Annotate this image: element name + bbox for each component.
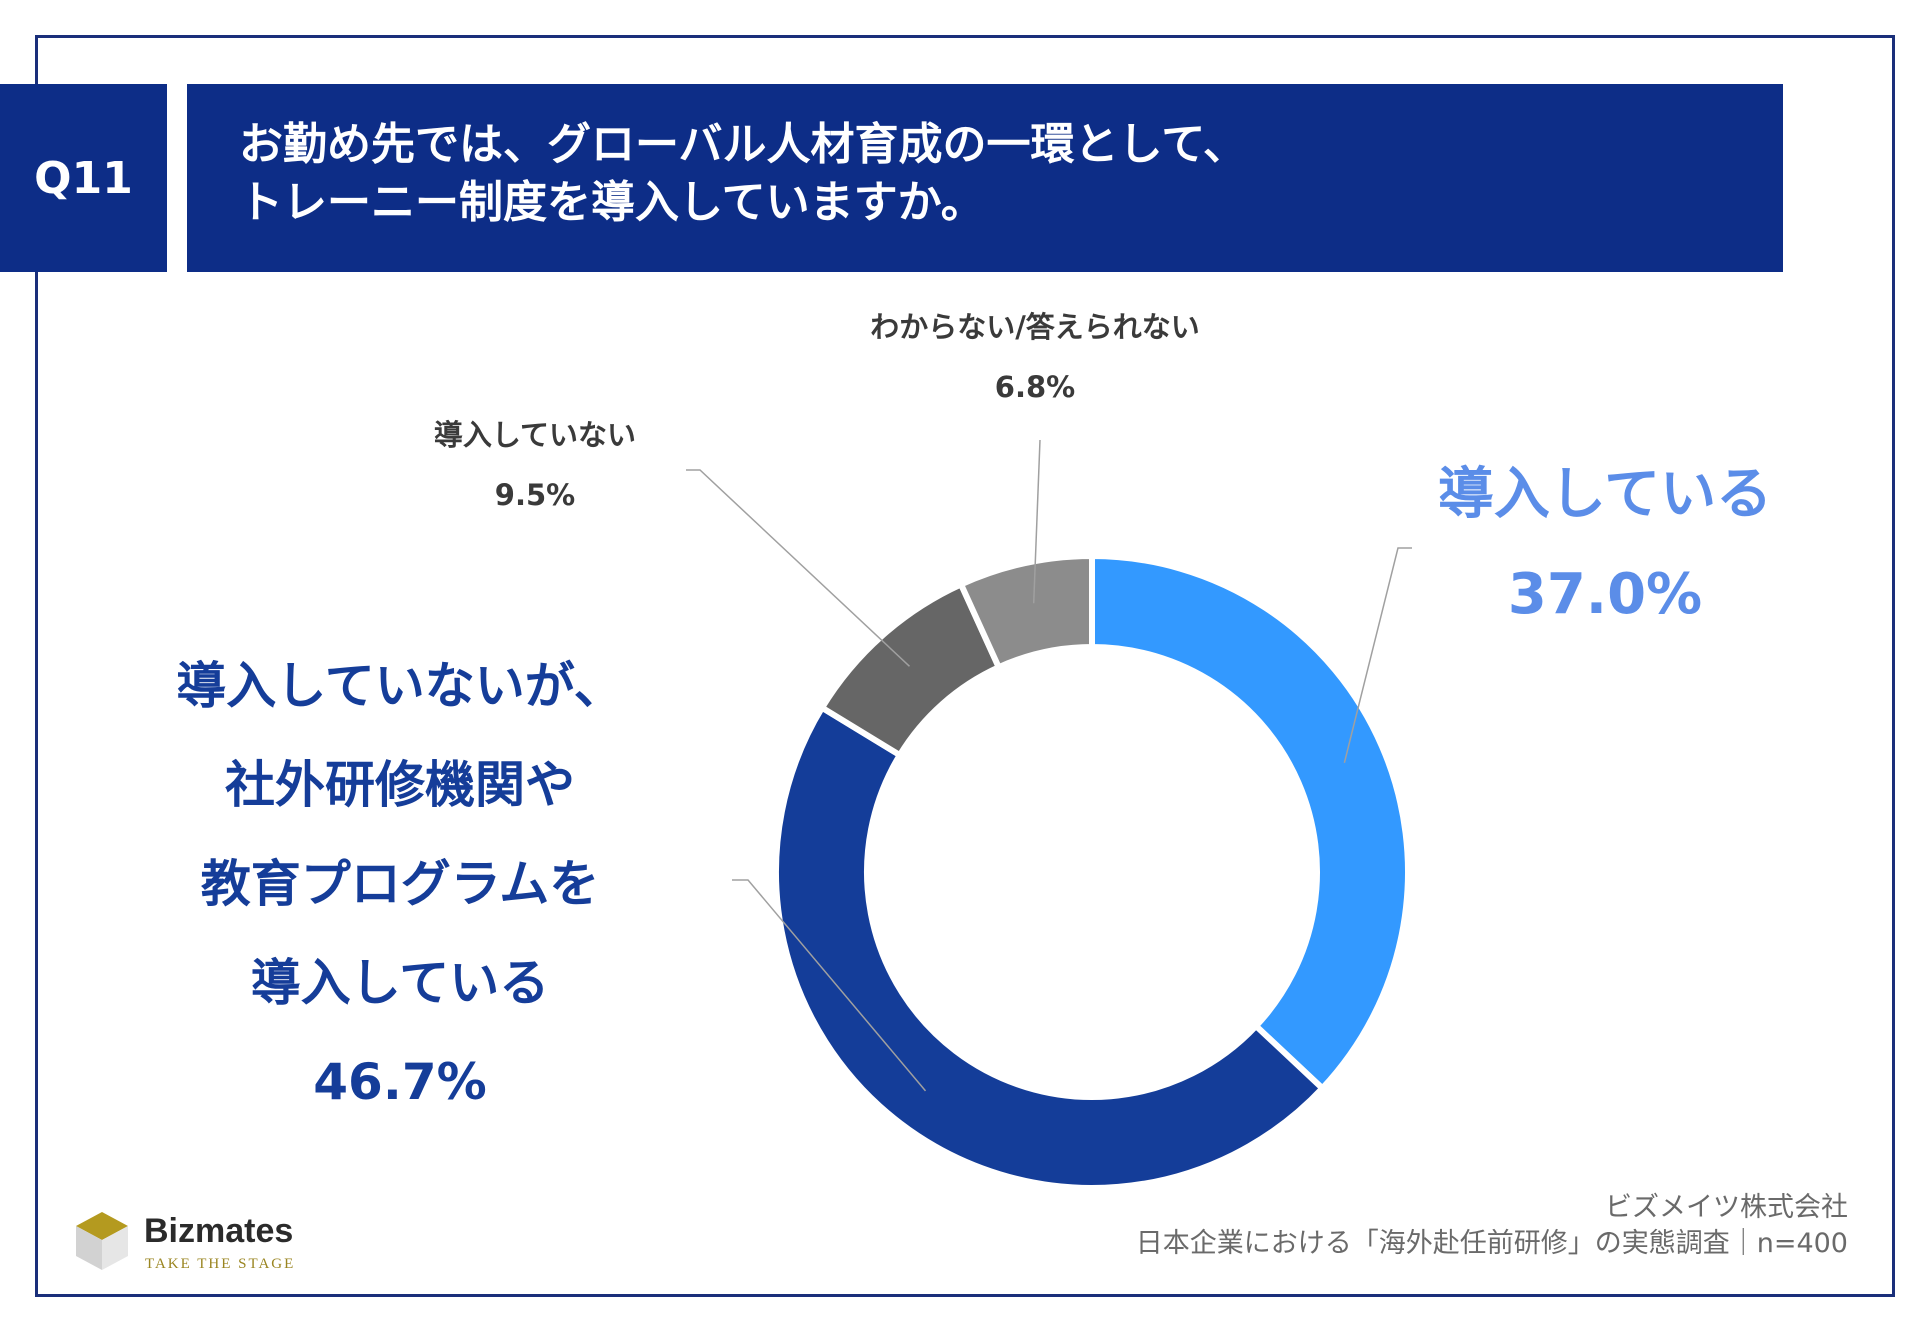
question-title-line-1: お勤め先では、グローバル人材育成の一環として、 xyxy=(239,119,1248,170)
label-not-introduced-category: 導入していない xyxy=(433,418,637,452)
label-introduced-value: 37.0% xyxy=(1507,562,1703,627)
label-unknown-category: わからない/答えられない xyxy=(870,310,1200,344)
footer-survey: 日本企業における「海外赴任前研修」の実態調査｜n=400 xyxy=(1135,1228,1848,1259)
question-number-badge: Q11 xyxy=(0,84,167,272)
slice-introduced xyxy=(1089,552,1411,1093)
question-title: お勤め先では、グローバル人材育成の一環として、 トレーニー制度を導入していますか… xyxy=(187,84,1783,272)
slide-frame xyxy=(35,35,1895,1297)
leader-line-not-introduced xyxy=(686,469,911,667)
cube-logo-icon xyxy=(76,1212,128,1270)
label-external-value: 46.7% xyxy=(313,1053,487,1111)
footer-company: ビズメイツ株式会社 xyxy=(1605,1192,1848,1223)
logo-name: Bizmates xyxy=(144,1212,294,1250)
label-unknown: わからない/答えられない 6.8% xyxy=(805,297,1265,417)
leader-line-introduced xyxy=(1343,547,1412,763)
label-introduced: 導入している 37.0% xyxy=(1420,445,1790,645)
label-unknown-value: 6.8% xyxy=(994,370,1076,404)
label-introduced-category: 導入している xyxy=(1437,462,1773,527)
footer-source: ビズメイツ株式会社 日本企業における「海外赴任前研修」の実態調査｜n=400 xyxy=(1136,1190,1848,1262)
question-title-line-2: トレーニー制度を導入していますか。 xyxy=(239,177,985,228)
leader-line-external-programs xyxy=(732,879,927,1092)
logo-tagline: TAKE THE STAGE xyxy=(145,1256,296,1272)
label-external-programs: 導入していないが、 社外研修機関や 教育プログラムを 導入している 46.7% xyxy=(100,637,700,1132)
label-external-line-4: 導入している xyxy=(250,954,550,1012)
slice-external-programs xyxy=(773,703,1327,1191)
label-not-introduced: 導入していない 9.5% xyxy=(385,405,685,525)
label-external-line-3: 教育プログラムを xyxy=(200,855,600,913)
bizmates-logo: Bizmates TAKE THE STAGE xyxy=(74,1210,293,1276)
label-external-line-1: 導入していないが、 xyxy=(176,657,624,715)
label-external-line-2: 社外研修機関や xyxy=(225,756,575,814)
leader-line-unknown xyxy=(1032,439,1041,604)
question-number: Q11 xyxy=(34,152,133,204)
slice-unknown xyxy=(957,552,1095,672)
label-not-introduced-value: 9.5% xyxy=(494,478,576,512)
